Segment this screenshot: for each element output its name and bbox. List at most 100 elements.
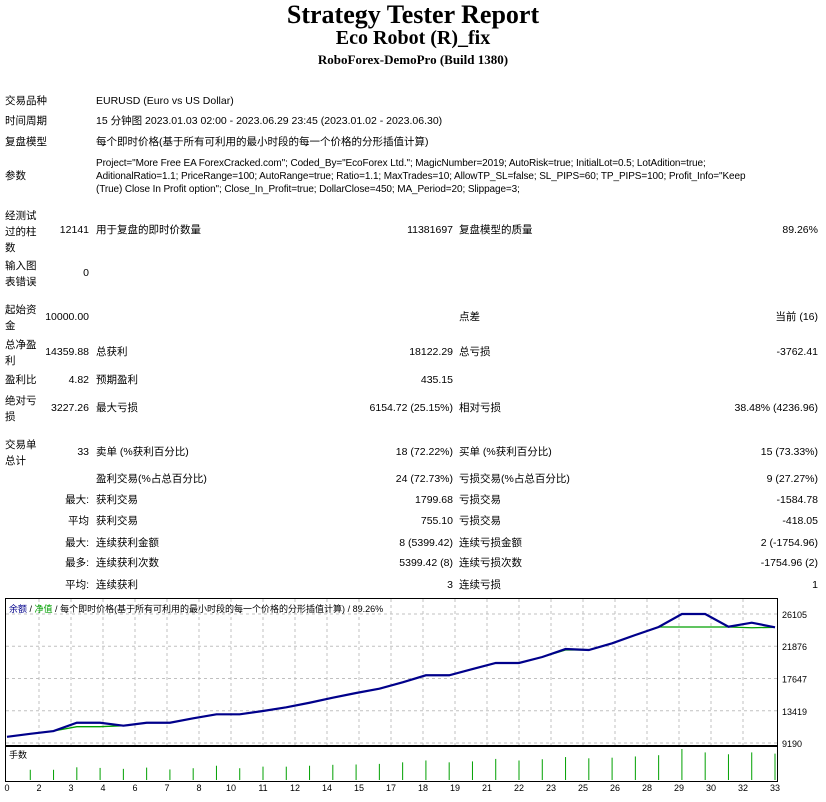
quality-label: 复盘模型的质量 [459, 224, 533, 236]
largest-loss-label: 亏损交易 [459, 494, 501, 506]
ticks-label: 用于复盘的即时价数量 [96, 224, 201, 236]
max-cons-loss-value: 2 (-1754.96) [760, 537, 818, 549]
x-tick-label: 2 [36, 783, 41, 793]
abs-dd-label: 绝对亏损 [5, 395, 37, 423]
params-line: AditionalRatio=1.1; PriceRange=100; Auto… [96, 171, 746, 182]
x-tick-label: 11 [258, 783, 267, 793]
avg-cons-win-value: 3 [447, 579, 453, 591]
legend-equity: 净值 [35, 603, 53, 614]
volume-label: 手数 [9, 749, 27, 760]
symbol-value: EURUSD (Euro vs US Dollar) [96, 95, 234, 107]
gross-profit-value: 18122.29 [409, 346, 453, 358]
balance-chart: 余额 / 净值 / 每个即时价格(基于所有可利用的最小时段的每一个价格的分形插值… [4, 598, 807, 793]
trades-value: 33 [77, 446, 89, 458]
y-tick-label: 21876 [782, 642, 807, 652]
x-tick-label: 23 [546, 783, 556, 793]
x-tick-label: 30 [706, 783, 716, 793]
x-tick-label: 15 [354, 783, 364, 793]
avg-cons-loss-value: 1 [812, 579, 818, 591]
x-tick-label: 14 [322, 783, 332, 793]
legend-quality: 89.26% [353, 604, 384, 614]
largest-win-label: 获利交易 [96, 494, 138, 506]
params-line: Project="More Free EA ForexCracked.com";… [96, 158, 706, 169]
y-tick-label: 13419 [782, 707, 807, 717]
bars-value: 12141 [59, 224, 89, 236]
max-cons-win-label: 连续获利金额 [96, 537, 159, 549]
payoff-value: 435.15 [420, 374, 453, 386]
most-cons-loss-value: -1754.96 (2) [760, 557, 818, 569]
y-tick-label: 26105 [782, 610, 807, 620]
rel-dd-label: 相对亏损 [459, 402, 501, 414]
x-tick-label: 7 [164, 783, 169, 793]
average-label: 平均 [68, 515, 89, 527]
x-tick-label: 0 [4, 783, 9, 793]
avg-cons-loss-label: 连续亏损 [459, 579, 501, 591]
largest-label: 最大: [65, 494, 89, 506]
loss-value: 9 (27.27%) [766, 473, 818, 485]
net-value: 14359.88 [45, 346, 89, 358]
x-tick-label: 8 [196, 783, 201, 793]
gross-loss-value: -3762.41 [776, 346, 818, 358]
x-tick-label: 29 [674, 783, 684, 793]
x-tick-label: 18 [418, 783, 428, 793]
legend-balance: 余额 [9, 603, 27, 614]
long-label: 买单 (%获利百分比) [459, 446, 552, 458]
model-value: 每个即时价格(基于所有可利用的最小时段的每一个价格的分形插值计算) [96, 136, 429, 148]
server-name: RoboForex-DemoPro (Build 1380) [317, 52, 509, 67]
robot-name: Eco Robot (R)_fix [335, 27, 491, 49]
bars-label: 经测试过的柱数 [5, 210, 37, 254]
pf-value: 4.82 [68, 374, 89, 386]
params-label: 参数 [5, 170, 26, 182]
period-label: 时间周期 [5, 115, 47, 127]
deposit-label: 起始资金 [5, 304, 37, 332]
x-tick-label: 6 [132, 783, 137, 793]
gross-profit-label: 总获利 [96, 346, 128, 358]
avg-loss-value: -418.05 [782, 515, 818, 527]
errors-label: 输入图表错误 [5, 260, 37, 288]
legend-sep: / [345, 604, 353, 614]
main-plot-frame [5, 598, 778, 746]
x-tick-label: 4 [100, 783, 105, 793]
x-tick-label: 28 [642, 783, 652, 793]
period-value: 15 分钟图 2023.01.03 02:00 - 2023.06.29 23:… [96, 115, 443, 127]
most-cons-loss-label: 连续亏损次数 [459, 557, 522, 569]
avg-win-value: 755.10 [420, 515, 453, 527]
x-tick-label: 21 [482, 783, 492, 793]
payoff-label: 预期盈利 [96, 374, 138, 386]
x-tick-label: 22 [514, 783, 524, 793]
quality-value: 89.26% [782, 224, 818, 236]
x-tick-label: 19 [450, 783, 460, 793]
loss-label: 亏损交易(%占总百分比) [459, 473, 570, 485]
x-tick-label: 25 [578, 783, 588, 793]
legend-sep: / [53, 604, 61, 614]
x-tick-label: 33 [770, 783, 780, 793]
legend: 余额 / 净值 / 每个即时价格(基于所有可利用的最小时段的每一个价格的分形插值… [9, 603, 383, 614]
params-line: (True) Close In Profit option"; Close_In… [96, 184, 520, 195]
max-dd-value: 6154.72 (25.15%) [369, 402, 453, 414]
largest-win-value: 1799.68 [415, 494, 453, 506]
largest-loss-value: -1584.78 [776, 494, 818, 506]
symbol-label: 交易品种 [5, 95, 47, 107]
x-tick-label: 3 [68, 783, 73, 793]
short-value: 18 (72.22%) [395, 446, 453, 458]
report-title: Strategy Tester Report [286, 0, 540, 29]
avg-cons-win-label: 连续获利 [96, 579, 138, 591]
pf-label: 盈利比 [5, 374, 37, 386]
spread-label: 点差 [459, 311, 480, 323]
rel-dd-value: 38.48% (4236.96) [734, 402, 818, 414]
avg-loss-label: 亏损交易 [459, 515, 501, 527]
avg-win-label: 获利交易 [96, 515, 138, 527]
spread-value: 当前 (16) [775, 311, 818, 323]
win-label: 盈利交易(%占总百分比) [96, 473, 207, 485]
volume-plot-frame [5, 746, 778, 782]
x-tick-label: 10 [226, 783, 236, 793]
win-value: 24 (72.73%) [395, 473, 453, 485]
gross-loss-label: 总亏损 [459, 346, 491, 358]
long-value: 15 (73.33%) [760, 446, 818, 458]
max-cons-loss-label: 连续亏损金额 [459, 537, 522, 549]
legend-sep: / [27, 604, 35, 614]
most-label: 最多: [65, 557, 89, 569]
avg-cons-label: 平均: [65, 579, 89, 591]
max-cons-win-value: 8 (5399.42) [399, 537, 453, 549]
balance-line [6, 612, 776, 738]
